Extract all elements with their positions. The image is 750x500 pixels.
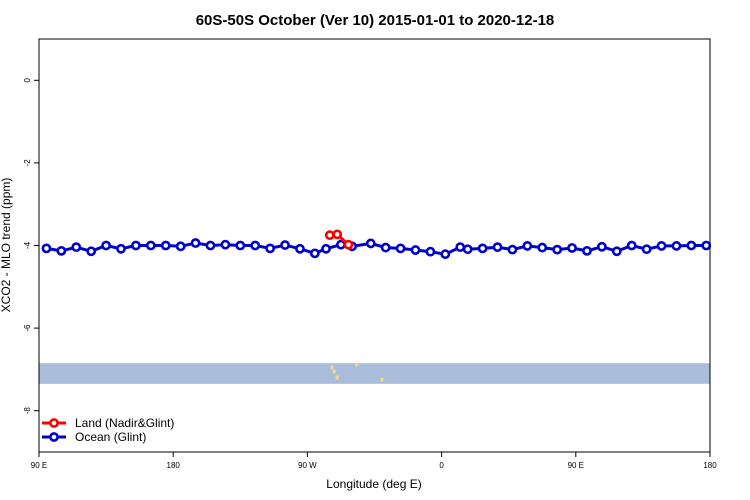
- series-ocean: [41, 238, 712, 260]
- ocean-point: [280, 240, 290, 250]
- x-tick-label: 0: [439, 461, 444, 470]
- series-land: [324, 229, 354, 250]
- legend-swatch-point: [49, 432, 59, 442]
- legend-label: Ocean (Glint): [75, 430, 146, 444]
- x-tick-label: 180: [167, 461, 181, 470]
- ocean-point: [656, 241, 667, 251]
- legend-swatch-point: [49, 418, 59, 428]
- land-mark-2: [335, 375, 339, 380]
- land-mark-4: [380, 377, 384, 382]
- ocean-point: [596, 241, 607, 252]
- ocean-line: [46, 241, 707, 256]
- legend-label: Land (Nadir&Glint): [75, 416, 174, 430]
- ocean-point: [41, 243, 52, 254]
- y-tick-label: -4: [23, 241, 32, 249]
- ocean-point: [309, 248, 320, 259]
- x-tick-label: 90 W: [298, 461, 317, 470]
- ocean-point: [611, 246, 622, 257]
- ocean-point: [701, 240, 712, 251]
- x-tick-label: 90 E: [568, 461, 584, 470]
- y-tick-label: -2: [23, 159, 32, 167]
- ocean-point: [641, 244, 652, 255]
- ocean-point: [671, 241, 682, 251]
- y-tick-label: -6: [23, 324, 32, 332]
- ocean-point: [455, 242, 466, 253]
- ocean-point: [220, 239, 231, 250]
- series-layer: [41, 229, 712, 260]
- ocean-point: [190, 238, 201, 248]
- legend: Land (Nadir&Glint)Ocean (Glint): [42, 416, 174, 444]
- land-mark-3: [355, 362, 359, 367]
- land-mark-1: [332, 369, 336, 374]
- x-tick-label: 180: [703, 461, 717, 470]
- ocean-point: [380, 242, 391, 253]
- ocean-point: [365, 238, 376, 249]
- ocean-band: [39, 363, 710, 384]
- ocean-point: [131, 240, 141, 251]
- ocean-point: [626, 240, 637, 251]
- ocean-point: [395, 243, 406, 254]
- ocean-point: [440, 249, 451, 260]
- land-mark-0: [330, 365, 334, 370]
- map-band-layer: [39, 362, 710, 384]
- y-tick-label: 0: [23, 78, 32, 83]
- ocean-point: [205, 240, 216, 251]
- ocean-point: [462, 244, 473, 255]
- ocean-point: [295, 243, 305, 254]
- legend-item-land: Land (Nadir&Glint): [42, 416, 174, 430]
- ocean-point: [116, 243, 126, 254]
- ocean-point: [175, 241, 186, 252]
- ocean-point: [265, 243, 276, 254]
- ocean-point: [507, 244, 518, 255]
- ocean-point: [410, 245, 421, 255]
- land-point: [324, 230, 335, 241]
- ocean-point: [686, 240, 697, 251]
- land-point: [343, 239, 354, 250]
- ocean-point: [321, 243, 331, 254]
- ocean-point: [567, 243, 577, 253]
- chart-title: 60S-50S October (Ver 10) 2015-01-01 to 2…: [196, 12, 555, 29]
- ocean-point: [552, 244, 563, 255]
- ocean-point: [477, 243, 488, 254]
- land-point: [332, 229, 343, 240]
- y-axis: 0 -2 -4 -6 -8: [23, 78, 39, 415]
- ocean-point: [537, 242, 548, 253]
- ocean-point: [492, 242, 503, 253]
- ocean-point: [86, 246, 97, 257]
- ocean-point: [425, 246, 436, 257]
- legend-item-ocean: Ocean (Glint): [42, 430, 146, 444]
- ocean-point: [56, 245, 67, 256]
- ocean-point: [71, 242, 82, 253]
- y-axis-label: XCO2 - MLO trend (ppm): [0, 178, 13, 313]
- y-tick-label: -8: [23, 407, 32, 415]
- ocean-point: [235, 240, 246, 251]
- x-axis-label: Longitude (deg E): [326, 477, 421, 491]
- x-tick-label: 90 E: [31, 461, 47, 470]
- ocean-point: [160, 240, 171, 251]
- x-axis: 90 E 180 90 W 0 90 E 180: [31, 452, 717, 470]
- ocean-point: [101, 240, 111, 251]
- ocean-point: [145, 240, 156, 251]
- ocean-point: [250, 240, 261, 251]
- ocean-point: [522, 241, 533, 251]
- ocean-point: [582, 245, 592, 256]
